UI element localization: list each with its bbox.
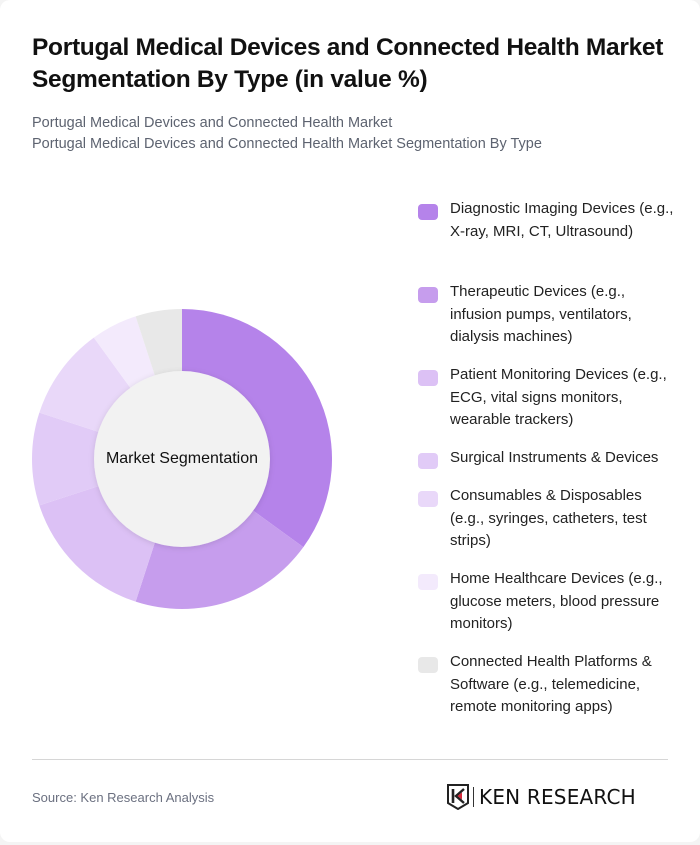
donut-hole [94, 371, 270, 547]
legend-item-connected-health[interactable]: Connected Health Platforms & Software (e… [418, 651, 678, 734]
legend-swatch [418, 453, 438, 469]
footer-divider [32, 759, 668, 760]
legend-label: Diagnostic Imaging Devices (e.g., X-ray,… [450, 200, 674, 240]
legend-swatch [418, 287, 438, 303]
ken-research-shield-icon [447, 784, 469, 810]
legend-label: Consumables & Disposables (e.g., syringe… [450, 487, 647, 549]
legend-item-patient-monitoring[interactable]: Patient Monitoring Devices (e.g., ECG, v… [418, 364, 678, 447]
legend-swatch [418, 204, 438, 220]
legend-label: Patient Monitoring Devices (e.g., ECG, v… [450, 366, 667, 428]
subtitle: Portugal Medical Devices and Connected H… [32, 113, 672, 155]
page-title: Portugal Medical Devices and Connected H… [32, 34, 664, 93]
logo-separator [473, 787, 474, 807]
legend-item-diagnostic-imaging[interactable]: Diagnostic Imaging Devices (e.g., X-ray,… [418, 198, 678, 281]
legend-label: Therapeutic Devices (e.g., infusion pump… [450, 283, 632, 345]
subtitle-line-2: Portugal Medical Devices and Connected H… [32, 136, 542, 152]
legend-swatch [418, 491, 438, 507]
ken-research-logo[interactable]: KEN RESEARCH [447, 784, 636, 810]
legend-swatch [418, 370, 438, 386]
logo-text: KEN RESEARCH [479, 785, 636, 809]
donut-chart: Market Segmentation [32, 309, 332, 609]
legend-item-therapeutic[interactable]: Therapeutic Devices (e.g., infusion pump… [418, 281, 678, 364]
legend-label: Surgical Instruments & Devices [450, 449, 659, 466]
legend-swatch [418, 657, 438, 673]
donut-chart-svg [32, 309, 332, 609]
legend-item-consumables[interactable]: Consumables & Disposables (e.g., syringe… [418, 485, 678, 568]
legend-swatch [418, 574, 438, 590]
legend: Diagnostic Imaging Devices (e.g., X-ray,… [418, 198, 678, 734]
source-note: Source: Ken Research Analysis [32, 790, 215, 805]
legend-item-home-healthcare[interactable]: Home Healthcare Devices (e.g., glucose m… [418, 568, 678, 651]
legend-item-surgical[interactable]: Surgical Instruments & Devices [418, 447, 678, 485]
legend-label: Home Healthcare Devices (e.g., glucose m… [450, 570, 663, 632]
subtitle-line-1: Portugal Medical Devices and Connected H… [32, 115, 393, 131]
legend-label: Connected Health Platforms & Software (e… [450, 653, 652, 715]
